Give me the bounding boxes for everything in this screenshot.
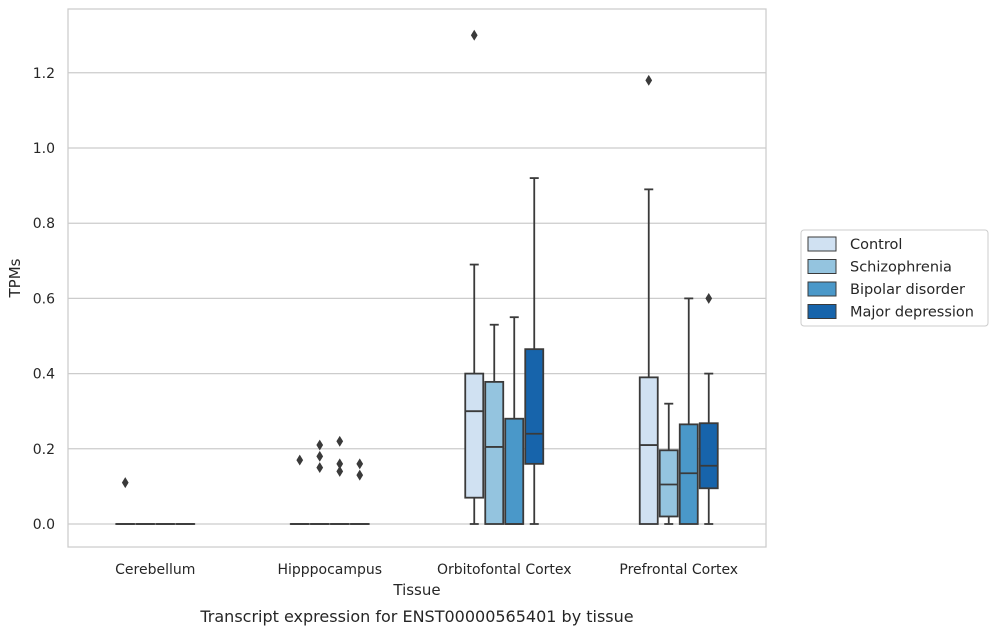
y-tick-label: 1.0 bbox=[33, 141, 55, 157]
box-iqr bbox=[638, 376, 659, 525]
box-schizophrenia bbox=[309, 439, 330, 525]
box-bipolar-disorder bbox=[678, 297, 699, 525]
box-major-depression bbox=[698, 292, 719, 525]
box-iqr bbox=[658, 449, 679, 518]
y-tick-label: 0.0 bbox=[33, 517, 55, 533]
outlier-point bbox=[705, 292, 713, 304]
legend-swatch bbox=[807, 236, 837, 252]
box-major-depression bbox=[524, 177, 545, 525]
plot-frame bbox=[67, 8, 767, 548]
box-iqr bbox=[484, 380, 505, 525]
outlier-point bbox=[316, 462, 324, 474]
box-major-depression bbox=[349, 458, 370, 525]
legend-swatch bbox=[807, 281, 837, 297]
outlier-point bbox=[316, 450, 324, 462]
legend-frame bbox=[800, 229, 989, 327]
outlier-point bbox=[316, 439, 324, 451]
x-tick-label: Orbitofontal Cortex bbox=[437, 562, 572, 578]
box-control bbox=[115, 477, 136, 525]
box-schizophrenia bbox=[484, 323, 505, 525]
box-marks bbox=[115, 29, 719, 525]
legend-swatch bbox=[807, 259, 837, 274]
x-tick-label: Hipppocampus bbox=[277, 562, 382, 578]
x-tick-label: Cerebellum bbox=[115, 562, 195, 578]
outlier-point bbox=[470, 29, 478, 41]
box-schizophrenia bbox=[658, 402, 679, 525]
x-tick-label: Prefrontal Cortex bbox=[619, 562, 738, 578]
outlier-point bbox=[121, 477, 129, 489]
box-iqr bbox=[504, 417, 525, 525]
y-tick-label: 0.4 bbox=[33, 367, 55, 383]
outlier-point bbox=[336, 435, 344, 447]
outlier-point bbox=[645, 74, 653, 86]
outlier-point bbox=[356, 469, 364, 481]
x-axis-label: Tissue bbox=[392, 581, 440, 599]
legend-label: Major depression bbox=[850, 305, 974, 321]
legend: Control Schizophrenia Bipolar disorder Majo… bbox=[800, 229, 989, 327]
y-tick-label: 0.2 bbox=[33, 442, 55, 458]
outlier-point bbox=[296, 454, 304, 466]
y-tick-labels: 0.0 0.2 0.4 0.6 0.8 1.0 1.2 bbox=[33, 66, 55, 533]
legend-label: Bipolar disorder bbox=[850, 282, 965, 298]
y-tick-label: 0.8 bbox=[33, 216, 55, 232]
chart-caption: Transcript expression for ENST0000056540… bbox=[199, 607, 633, 626]
box-control bbox=[638, 74, 659, 525]
box-control bbox=[464, 29, 485, 525]
box-control bbox=[289, 454, 310, 525]
box-iqr bbox=[464, 372, 485, 499]
box-bipolar-disorder bbox=[329, 435, 350, 525]
box-iqr bbox=[524, 348, 545, 465]
box-iqr bbox=[698, 422, 719, 490]
gridlines bbox=[68, 72, 766, 525]
y-tick-label: 1.2 bbox=[33, 66, 55, 82]
box-bipolar-disorder bbox=[504, 316, 525, 525]
x-tick-labels: Cerebellum Hipppocampus Orbitofontal Corte… bbox=[115, 562, 738, 578]
outlier-point bbox=[356, 458, 364, 470]
outlier-point bbox=[336, 458, 344, 470]
legend-swatch bbox=[807, 304, 837, 319]
legend-label: Schizophrenia bbox=[850, 260, 952, 276]
legend-label: Control bbox=[850, 237, 902, 253]
y-axis-label: TPMs bbox=[6, 258, 24, 298]
box-iqr bbox=[678, 423, 699, 525]
outlier-point bbox=[336, 465, 344, 477]
y-tick-label: 0.6 bbox=[33, 291, 55, 307]
